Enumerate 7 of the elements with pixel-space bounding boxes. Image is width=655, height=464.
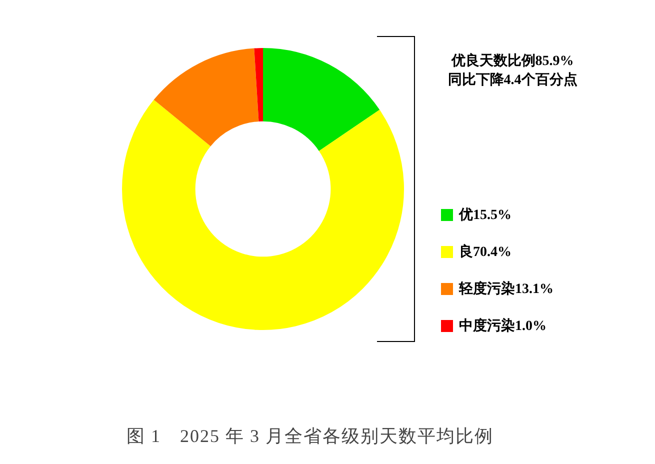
text: 同比下降4.4个百分点 — [446, 71, 578, 90]
legend-label: 良70.4% — [459, 242, 512, 260]
legend-label: 轻度污染13.1% — [459, 280, 554, 298]
text: 优良天数比例85.9% — [450, 52, 575, 71]
legend-label: 优15.5% — [459, 206, 512, 224]
legend-label: 中度污染1.0% — [459, 316, 546, 334]
text: 图 1 2025 年 3 月全省各级别天数平均比例 — [126, 425, 494, 448]
